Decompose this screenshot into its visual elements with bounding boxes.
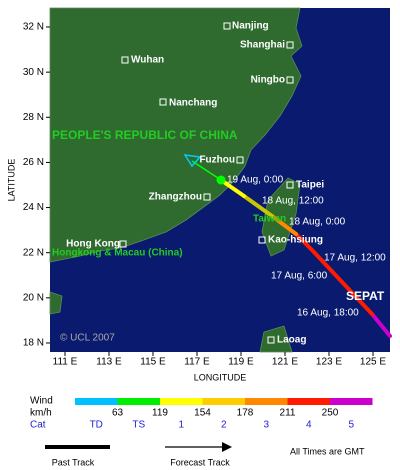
- city-label: Taipei: [296, 180, 324, 191]
- city-label: Shanghai: [240, 40, 285, 51]
- lon-axis-title: LONGITUDE: [194, 372, 247, 382]
- track-segment: [242, 194, 274, 218]
- city-label: Laoag: [277, 335, 306, 346]
- city-label: Wuhan: [131, 55, 164, 66]
- city-label: Ningbo: [251, 75, 285, 86]
- forecast-marker: [183, 154, 202, 168]
- city-label: Kao-hsiung: [268, 235, 323, 246]
- category-label: 1: [178, 420, 184, 431]
- track: [219, 178, 392, 338]
- legend: Wind km/h Cat Past Track Forecast Track …: [30, 396, 373, 467]
- lat-tick-label: 30 N: [23, 67, 44, 78]
- storm-name: SEPAT: [346, 289, 385, 303]
- forecast-arrow: [222, 442, 232, 452]
- lat-tick-label: 26 N: [23, 157, 44, 168]
- track-label: 19 Aug, 0:00: [227, 175, 284, 186]
- lon-tick-label: 123 E: [316, 357, 342, 368]
- wind-scale-segment: [117, 398, 160, 405]
- country-label: PEOPLE'S REPUBLIC OF CHINA: [52, 128, 238, 142]
- city-label: Fuzhou: [199, 155, 235, 166]
- wind-scale-segment: [245, 398, 288, 405]
- city-marker: [119, 240, 127, 248]
- lon-tick-label: 117 E: [184, 357, 210, 368]
- wind-scale-segment: [287, 398, 330, 405]
- cities: Nanjing Shanghai Wuhan Ningbo Nanchang F…: [66, 21, 324, 346]
- copyright: © UCL 2007: [60, 333, 115, 344]
- category-label: TD: [90, 420, 103, 431]
- threshold-label: 250: [322, 408, 339, 419]
- track-segment: [270, 214, 298, 236]
- lon-tick-label: 113 E: [96, 357, 122, 368]
- time-note: All Times are GMT: [290, 446, 365, 456]
- threshold-label: 178: [237, 408, 254, 419]
- category-label: 4: [306, 420, 312, 431]
- current-position: [216, 175, 226, 185]
- hainan-island: [49, 291, 63, 315]
- luzon-island: [259, 325, 293, 353]
- track-label: 18 Aug, 12:00: [262, 196, 324, 207]
- city-marker: [236, 156, 244, 164]
- track-label: 18 Aug, 0:00: [289, 217, 346, 228]
- city-marker: [121, 56, 129, 64]
- threshold-label: 154: [194, 408, 211, 419]
- wind-scale-segment: [75, 398, 118, 405]
- city-label: Nanchang: [169, 98, 217, 109]
- track-label: 17 Aug, 6:00: [271, 271, 328, 282]
- city-marker: [286, 181, 294, 189]
- lon-tick-label: 121 E: [272, 357, 298, 368]
- threshold-label: 211: [280, 408, 296, 419]
- mainland: [49, 7, 303, 263]
- lat-tick-label: 32 N: [23, 22, 44, 33]
- city-marker: [159, 98, 167, 106]
- city-marker: [286, 41, 294, 49]
- wind-scale-segment: [160, 398, 203, 405]
- track-label: 16 Aug, 18:00: [297, 308, 359, 319]
- track-segment: [370, 312, 392, 338]
- country-label: Taiwan: [253, 214, 286, 225]
- lon-tick-label: 119 E: [228, 357, 254, 368]
- legend-wind: Wind: [30, 396, 53, 407]
- lat-tick-label: 28 N: [23, 112, 44, 123]
- city-marker: [286, 76, 294, 84]
- city-marker: [203, 193, 211, 201]
- category-label: 3: [263, 420, 269, 431]
- legend-cat: Cat: [30, 420, 46, 431]
- lat-tick-label: 24 N: [23, 202, 44, 213]
- lon-tick-label: 111 E: [53, 357, 78, 368]
- forecast-track-label: Forecast Track: [170, 457, 230, 467]
- country-label: Hongkong & Macau (China): [52, 248, 183, 259]
- forecast-line: [191, 160, 222, 181]
- threshold-label: 119: [152, 408, 168, 419]
- lat-tick-label: 20 N: [23, 292, 44, 303]
- track-label: 17 Aug, 12:00: [324, 253, 386, 264]
- city-marker: [223, 22, 231, 30]
- lon-tick-label: 125 E: [360, 357, 386, 368]
- track-segment: [219, 178, 246, 198]
- lat-tick-label: 18 N: [23, 338, 44, 349]
- past-track-label: Past Track: [52, 457, 95, 467]
- threshold-label: 63: [112, 408, 124, 419]
- wind-scale-segment: [202, 398, 245, 405]
- track-segment: [294, 232, 374, 316]
- city-label: Hong Kong: [66, 239, 120, 250]
- city-label: Zhangzhou: [149, 192, 202, 203]
- category-label: TS: [132, 420, 145, 431]
- lat-axis-title: LATITUDE: [6, 159, 16, 202]
- city-marker: [267, 336, 275, 344]
- wind-scale-segment: [330, 398, 373, 405]
- category-label: 5: [348, 420, 354, 431]
- lat-tick-label: 22 N: [23, 247, 44, 258]
- city-label: Nanjing: [232, 21, 269, 32]
- taiwan-island: [261, 177, 301, 257]
- legend-unit: km/h: [30, 408, 52, 419]
- city-marker: [258, 236, 266, 244]
- category-label: 2: [221, 420, 227, 431]
- lon-tick-label: 115 E: [140, 357, 166, 368]
